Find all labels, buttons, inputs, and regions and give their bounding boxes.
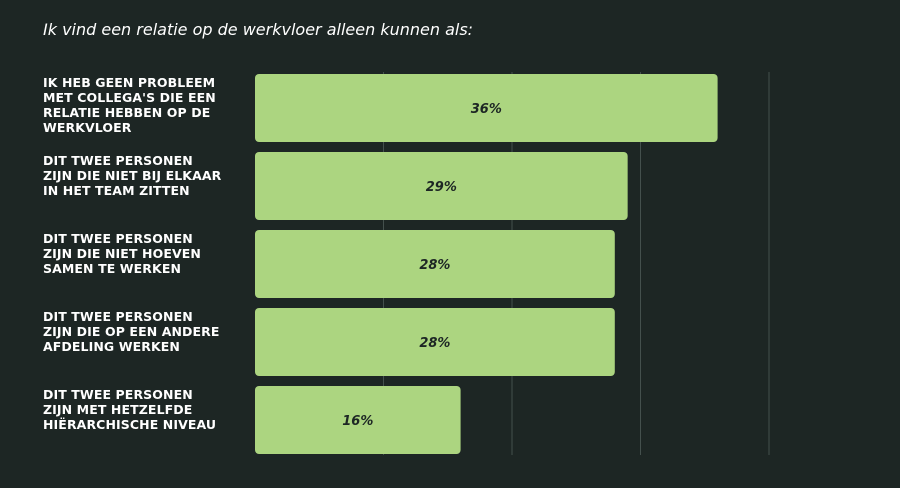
- category-label-line: WERKVLOER: [43, 120, 132, 135]
- category-label-line: ZIJN DIE NIET HOEVEN: [43, 246, 201, 261]
- category-label: DIT TWEE PERSONEN ZIJN DIE OP EEN ANDERE A…: [43, 309, 220, 354]
- value-labels: 36% 29% 28% 28% 16%: [342, 102, 502, 429]
- category-label-line: DIT TWEE PERSONEN: [43, 231, 193, 246]
- value-label: 29%: [426, 180, 457, 195]
- category-label-line: RELATIE HEBBEN OP DE: [43, 105, 210, 120]
- value-label: 28%: [419, 258, 450, 273]
- bar: [255, 308, 615, 376]
- bar: [255, 230, 615, 298]
- category-label-line: SAMEN TE WERKEN: [43, 261, 181, 276]
- category-label-line: AFDELING WERKEN: [43, 339, 180, 354]
- category-label-line: ZIJN DIE OP EEN ANDERE: [43, 324, 220, 339]
- category-label: DIT TWEE PERSONEN ZIJN DIE NIET BIJ ELKAA…: [43, 153, 222, 198]
- category-label-line: DIT TWEE PERSONEN: [43, 153, 193, 168]
- value-label: 16%: [342, 414, 373, 429]
- category-label-line: IK HEB GEEN PROBLEEM: [43, 75, 215, 90]
- value-label: 36%: [471, 102, 502, 117]
- category-label: DIT TWEE PERSONEN ZIJN DIE NIET HOEVEN SAM…: [43, 231, 201, 276]
- value-label: 28%: [419, 336, 450, 351]
- category-label-line: IN HET TEAM ZITTEN: [43, 183, 190, 198]
- category-labels: IK HEB GEEN PROBLEEM MET COLLEGA'S DIE EE…: [43, 75, 222, 432]
- category-label-line: ZIJN MET HETZELFDE: [43, 402, 192, 417]
- category-label-line: ZIJN DIE NIET BIJ ELKAAR: [43, 168, 222, 183]
- category-label-line: HIËRARCHISCHE NIVEAU: [43, 417, 216, 432]
- category-label: IK HEB GEEN PROBLEEM MET COLLEGA'S DIE EE…: [43, 75, 216, 135]
- bars: [255, 74, 718, 454]
- bar: [255, 74, 718, 142]
- bar: [255, 386, 461, 454]
- category-label-line: DIT TWEE PERSONEN: [43, 387, 193, 402]
- chart-title: Ik vind een relatie op de werkvloer alle…: [43, 20, 474, 39]
- category-label-line: DIT TWEE PERSONEN: [43, 309, 193, 324]
- bar: [255, 152, 628, 220]
- category-label: DIT TWEE PERSONEN ZIJN MET HETZELFDE HIËRA…: [43, 387, 216, 432]
- category-label-line: MET COLLEGA'S DIE EEN: [43, 90, 216, 105]
